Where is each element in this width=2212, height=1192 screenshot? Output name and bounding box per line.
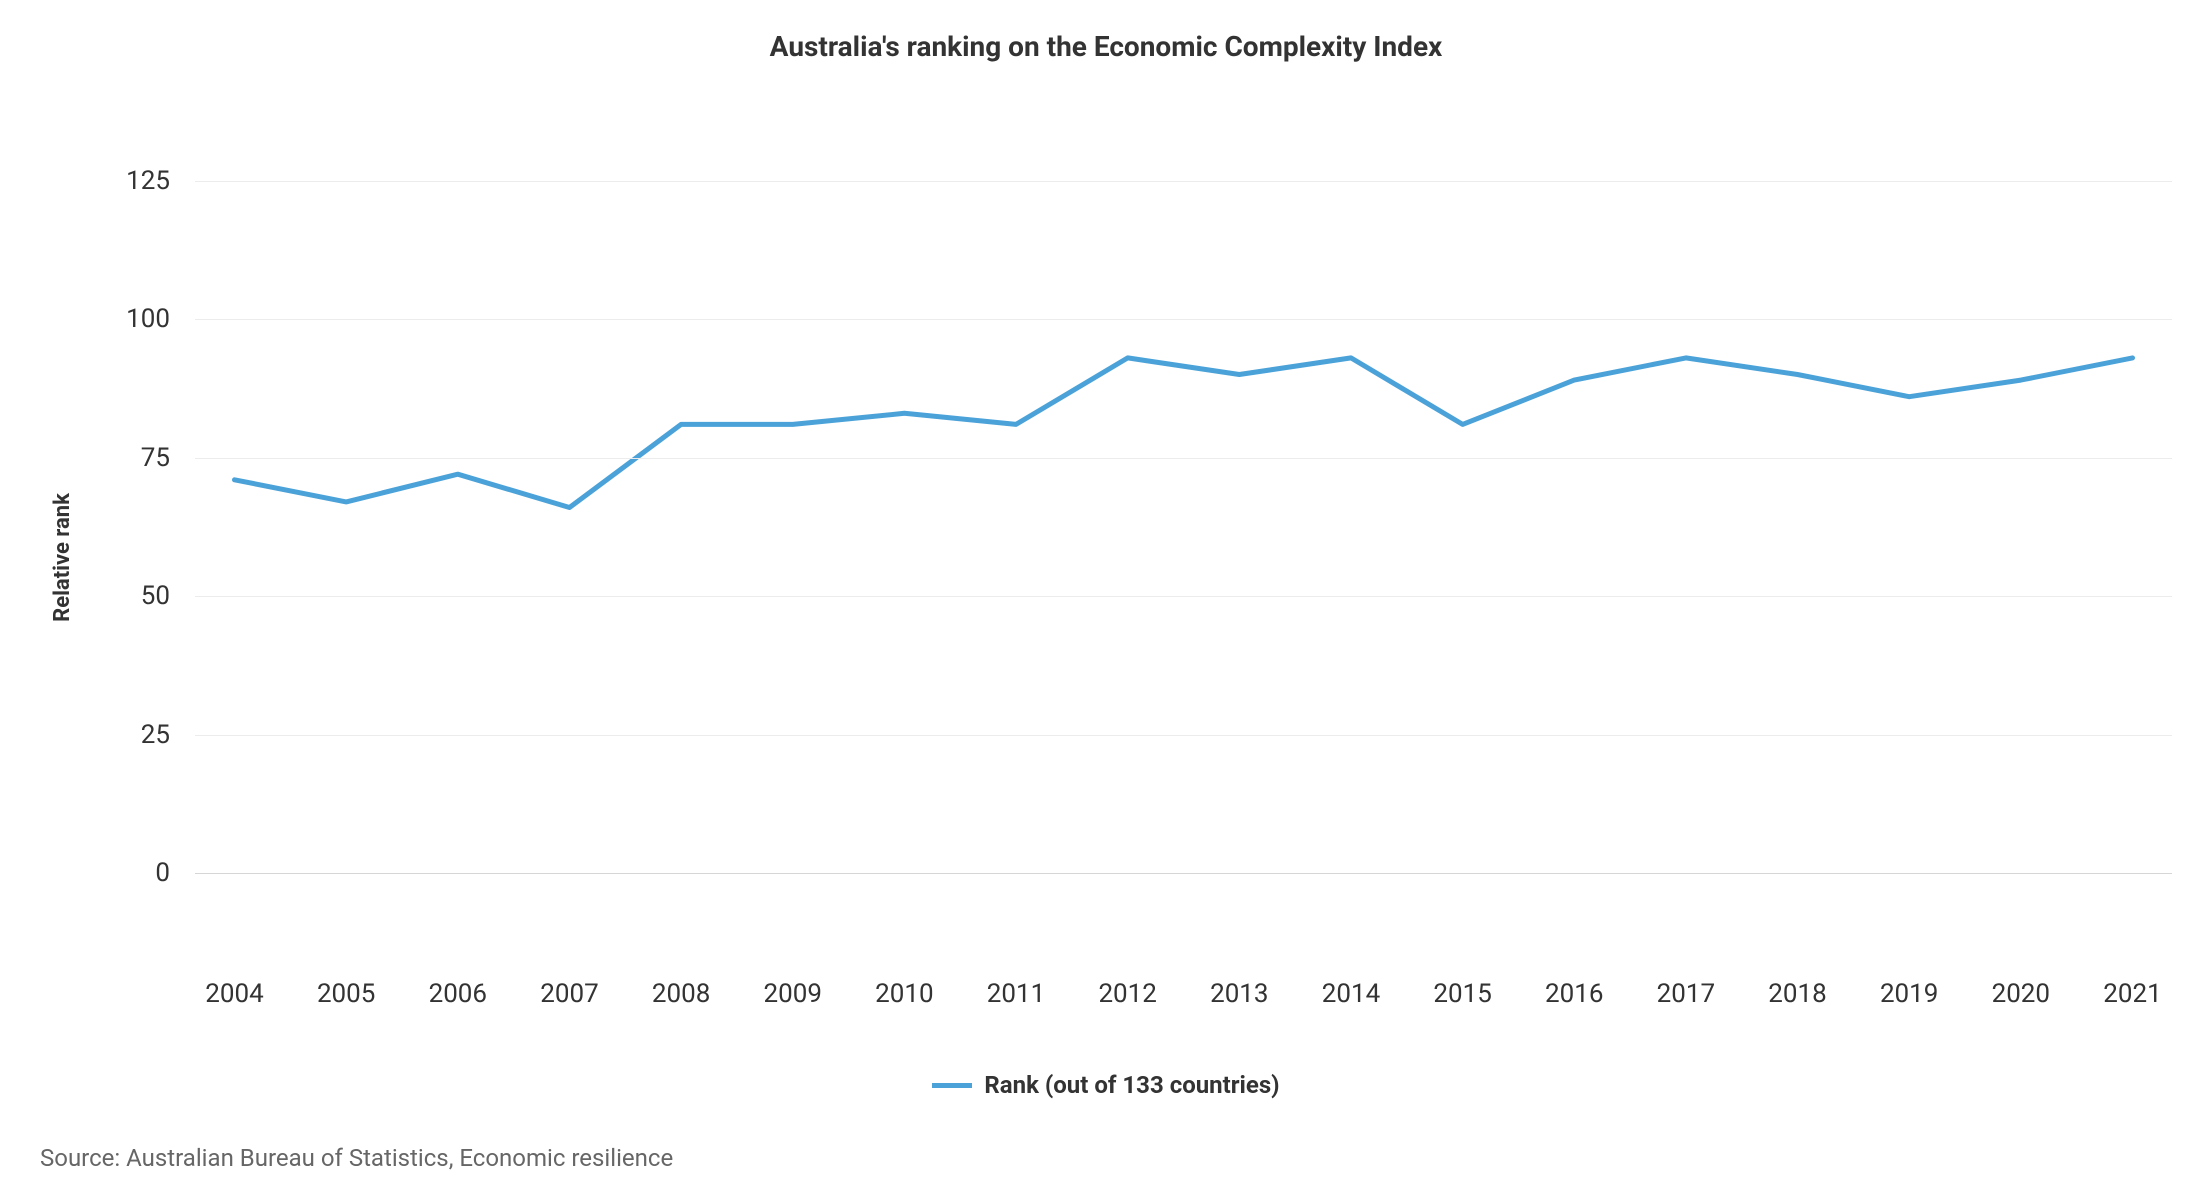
x-tick-label: 2015 bbox=[1433, 979, 1491, 1009]
y-tick-label: 25 bbox=[141, 720, 170, 750]
x-tick-label: 2004 bbox=[205, 979, 263, 1009]
gridline bbox=[195, 873, 2172, 874]
x-tick-label: 2010 bbox=[875, 979, 933, 1009]
y-axis-label-wrap: Relative rank bbox=[40, 153, 85, 961]
plot-row: Relative rank 0 25 50 75 100 125 bbox=[40, 153, 2172, 961]
gridline bbox=[195, 319, 2172, 320]
chart-title: Australia's ranking on the Economic Comp… bbox=[40, 30, 2172, 63]
x-tick-label: 2007 bbox=[540, 979, 598, 1009]
x-tick-label: 2020 bbox=[1992, 979, 2050, 1009]
y-tick-label: 75 bbox=[141, 443, 170, 473]
legend-swatch bbox=[932, 1083, 972, 1088]
y-tick-label: 50 bbox=[141, 581, 170, 611]
legend: Rank (out of 133 countries) bbox=[40, 1071, 2172, 1099]
plot-area bbox=[195, 153, 2172, 873]
y-axis-ticks: 0255075100125 bbox=[85, 153, 195, 873]
x-tick-label: 2016 bbox=[1545, 979, 1603, 1009]
gridline bbox=[195, 458, 2172, 459]
plot-with-ticks: 0 25 50 75 100 125 bbox=[85, 153, 2172, 961]
x-tick-label: 2017 bbox=[1657, 979, 1715, 1009]
x-tick-label: 2013 bbox=[1210, 979, 1268, 1009]
y-tick-label: 100 bbox=[126, 304, 170, 334]
x-tick-label: 2018 bbox=[1768, 979, 1826, 1009]
x-tick-label: 2005 bbox=[317, 979, 375, 1009]
y-axis-label: Relative rank bbox=[50, 493, 75, 622]
x-tick-label: 2008 bbox=[652, 979, 710, 1009]
gridline bbox=[195, 181, 2172, 182]
y-tick-label: 0 bbox=[155, 858, 170, 888]
legend-label: Rank (out of 133 countries) bbox=[984, 1071, 1279, 1099]
chart-container: Australia's ranking on the Economic Comp… bbox=[0, 0, 2212, 1192]
y-tick-label: 125 bbox=[126, 166, 170, 196]
data-line bbox=[235, 358, 2133, 508]
x-tick-label: 2021 bbox=[2103, 979, 2161, 1009]
x-tick-label: 2019 bbox=[1880, 979, 1938, 1009]
x-tick-label: 2012 bbox=[1098, 979, 1156, 1009]
gridline bbox=[195, 735, 2172, 736]
x-tick-label: 2006 bbox=[429, 979, 487, 1009]
x-tick-label: 2009 bbox=[764, 979, 822, 1009]
x-tick-label: 2011 bbox=[987, 979, 1045, 1009]
x-tick-label: 2014 bbox=[1322, 979, 1380, 1009]
gridline bbox=[195, 596, 2172, 597]
x-axis-ticks: 2004 2005 2006 2007 2008 2009 2010 2011 2012 2013… bbox=[195, 961, 2172, 1021]
source-note: Source: Australian Bureau of Statistics,… bbox=[40, 1144, 2172, 1172]
line-chart-svg bbox=[195, 153, 2172, 873]
